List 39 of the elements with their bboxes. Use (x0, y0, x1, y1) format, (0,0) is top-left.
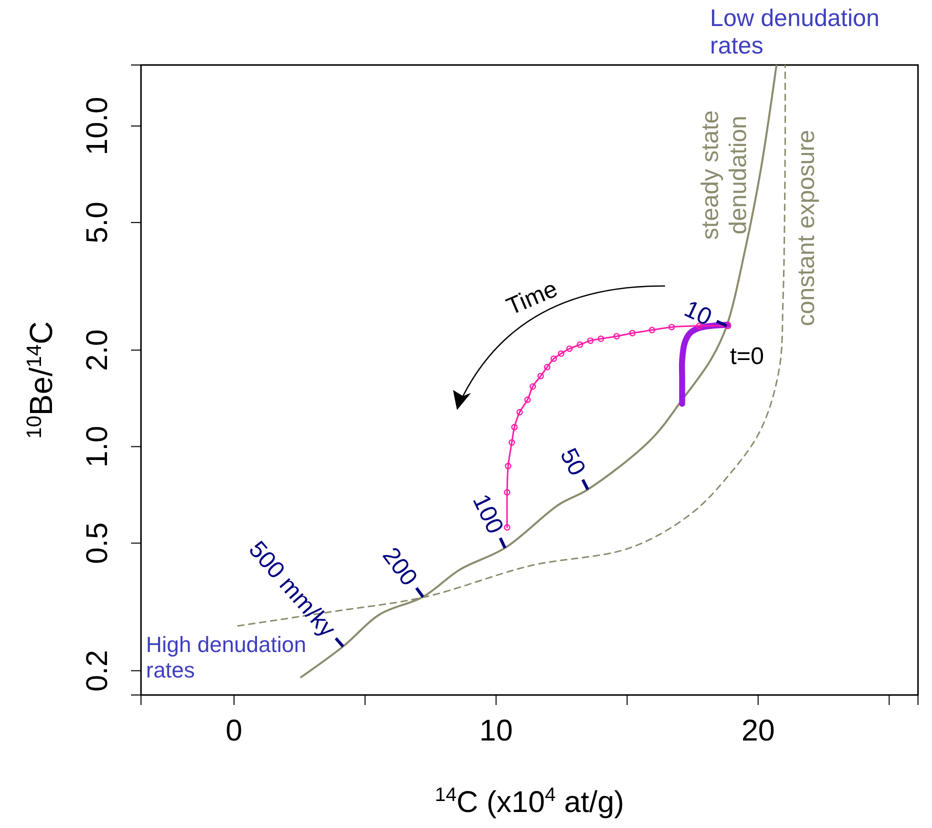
point (558, 350, 564, 357)
x-tick-label: 10 (479, 714, 513, 748)
point (544, 364, 550, 370)
point (524, 396, 531, 404)
point (587, 337, 594, 344)
y-tick-label: 0.2 (81, 650, 114, 692)
point (648, 326, 656, 334)
y-tick-label: 0.5 (81, 522, 114, 564)
point (516, 409, 523, 416)
annotation: t=0 (730, 342, 764, 370)
annotation: High denudation rates (146, 632, 306, 682)
point (629, 330, 636, 336)
y-tick-label: 2.0 (81, 329, 114, 371)
annotation: 10 (680, 296, 716, 332)
point (504, 462, 512, 470)
y-tick-label: 1.0 (81, 426, 114, 468)
point (537, 372, 544, 380)
point (504, 489, 510, 496)
annotation: 100 (466, 490, 509, 538)
x-tick-label: 20 (741, 714, 775, 748)
annotation: 50 (554, 444, 591, 480)
x-axis-title: $^{14}$C (x10$^{4}$ at/g) (434, 784, 624, 819)
text: Low denudation rates (710, 5, 880, 60)
point (598, 336, 604, 342)
point (668, 324, 675, 330)
text: constant exposure (793, 130, 820, 326)
y-tick-label: 5.0 (81, 202, 114, 244)
point (613, 332, 620, 340)
point (508, 439, 516, 446)
annotation: Time (502, 275, 562, 321)
x-tick-label: 0 (226, 714, 242, 748)
point (530, 383, 536, 390)
text: steady state denudation (696, 110, 752, 240)
point (511, 424, 518, 430)
y-tick-label: 10.0 (81, 96, 114, 156)
point (566, 345, 573, 352)
annotation: 200 (376, 542, 422, 591)
point (550, 355, 557, 362)
point (576, 341, 584, 348)
